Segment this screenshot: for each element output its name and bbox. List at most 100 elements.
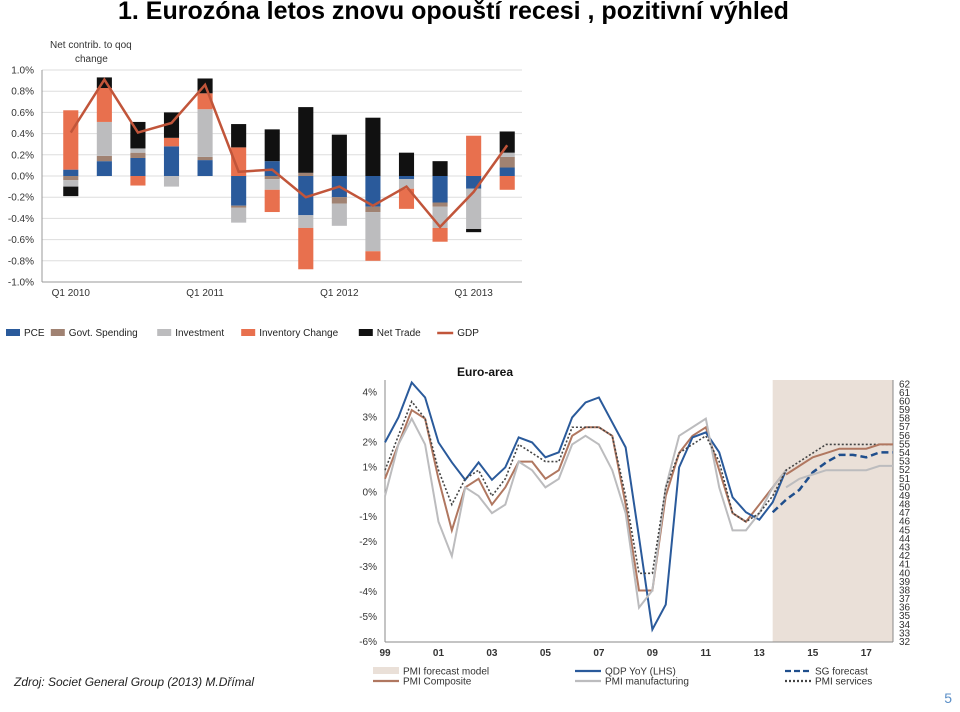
bar-inventory-change (163, 137, 180, 147)
right-tick-label: 49 (899, 491, 911, 502)
legend-label: PMI manufacturing (605, 677, 689, 688)
bar-inventory-change (398, 188, 415, 209)
series-qdp-yoy-lhs- (384, 380, 787, 633)
bar-govt-spending (331, 197, 347, 204)
right-tick-label: 35 (899, 611, 911, 622)
left-tick-label: 4% (363, 387, 378, 398)
right-tick-label: 51 (899, 474, 911, 485)
bar-govt-spending (499, 156, 515, 168)
bar-investment (298, 215, 314, 228)
bar-net-trade (499, 131, 515, 153)
bar-pce (432, 176, 448, 203)
bar-net-trade (96, 77, 112, 89)
bar-inventory-change (231, 147, 247, 176)
legend-label: PCE (24, 328, 45, 339)
right-tick-label: 59 (899, 405, 911, 416)
bar-investment (466, 188, 482, 229)
bar-investment (398, 179, 415, 189)
slide-title: 1. Eurozóna letos znovu opouští recesi ,… (118, 0, 789, 25)
bar-pce (63, 169, 79, 176)
forecast-shaded-region (772, 380, 893, 642)
bar-inventory-change (130, 176, 146, 186)
bar-investment (432, 206, 448, 228)
bar-govt-spending (130, 152, 146, 158)
left-tick-label: -6% (359, 637, 377, 648)
legend-swatch (358, 329, 373, 336)
series-pmi-manufacturing-forecast (785, 464, 893, 489)
right-tick-label: 42 (899, 551, 911, 562)
bar-pce (499, 167, 515, 176)
y-tick-label: 0.6% (11, 108, 34, 119)
source-note: Zdroj: Societ General Group (2013) M.Dří… (14, 675, 255, 689)
legend-swatch (241, 329, 256, 336)
bar-net-trade (466, 229, 482, 233)
bar-govt-spending (298, 172, 314, 176)
bar-inventory-change (264, 189, 280, 213)
bar-investment (365, 212, 381, 252)
x-tick-label: 03 (486, 648, 498, 659)
y-tick-label: 0.4% (11, 129, 34, 140)
right-tick-label: 37 (899, 594, 911, 605)
x-tick-label: 13 (754, 648, 766, 659)
y-axis-label: Net contrib. to qoq (50, 40, 132, 51)
right-tick-label: 45 (899, 525, 911, 536)
legend-swatch (6, 329, 20, 336)
left-tick-label: 1% (363, 462, 378, 473)
bar-investment (197, 109, 213, 157)
bar-govt-spending (264, 176, 280, 180)
left-tick-label: 3% (363, 412, 378, 423)
bar-pce (96, 161, 112, 176)
y-tick-label: -0.6% (8, 235, 34, 246)
bar-govt-spending (197, 156, 213, 161)
y-tick-label: 0.0% (11, 172, 34, 183)
right-tick-label: 55 (899, 439, 911, 450)
y-tick-label: 1.0% (11, 66, 34, 77)
y-tick-label: 0.2% (11, 150, 34, 161)
right-tick-label: 53 (899, 457, 911, 468)
bar-investment (63, 180, 79, 187)
bar-inventory-change (432, 227, 448, 242)
legend-label: QDP YoY (LHS) (605, 667, 676, 678)
bar-net-trade (365, 117, 381, 176)
right-tick-label: 52 (899, 465, 911, 476)
left-tick-label: -5% (359, 612, 377, 623)
bar-net-trade (432, 161, 448, 176)
y-tick-label: -0.4% (8, 214, 34, 225)
right-tick-label: 41 (899, 560, 911, 571)
right-tick-label: 62 (899, 379, 911, 390)
left-tick-label: 0% (363, 487, 378, 498)
x-tick-label: 17 (861, 648, 873, 659)
x-tick-label: 09 (647, 648, 659, 659)
right-tick-label: 44 (899, 534, 911, 545)
legend-label: PMI services (815, 677, 872, 688)
legend-swatch (373, 667, 399, 674)
bar-inventory-change (499, 176, 515, 190)
gdp-line (69, 77, 509, 229)
right-tick-label: 47 (899, 508, 911, 519)
bar-govt-spending (96, 155, 112, 162)
right-tick-label: 46 (899, 517, 911, 528)
bar-inventory-change (365, 251, 381, 261)
bar-govt-spending (432, 202, 448, 207)
right-tick-label: 43 (899, 543, 911, 554)
right-tick-label: 40 (899, 568, 911, 579)
y-tick-label: 0.8% (11, 87, 34, 98)
right-tick-label: 38 (899, 585, 911, 596)
legend-label: Investment (175, 328, 224, 339)
x-tick-label: 11 (701, 648, 712, 659)
x-tick-label: Q1 2012 (320, 288, 359, 299)
bar-inventory-change (466, 135, 482, 176)
x-tick-label: 99 (379, 648, 391, 659)
right-tick-label: 61 (899, 388, 911, 399)
left-tick-label: -3% (359, 562, 377, 573)
right-tick-label: 57 (899, 422, 911, 433)
bar-pce (466, 176, 482, 189)
bar-pce (365, 176, 381, 207)
y-axis-label: change (75, 54, 108, 65)
right-tick-label: 34 (899, 620, 911, 631)
bar-net-trade (331, 134, 347, 176)
left-tick-label: 2% (363, 437, 378, 448)
euro-area-line-chart: Euro-area4%3%2%1%0%-1%-2%-3%-4%-5%-6%626… (359, 365, 911, 688)
y-tick-label: -0.8% (8, 256, 34, 267)
left-tick-label: -1% (359, 512, 377, 523)
